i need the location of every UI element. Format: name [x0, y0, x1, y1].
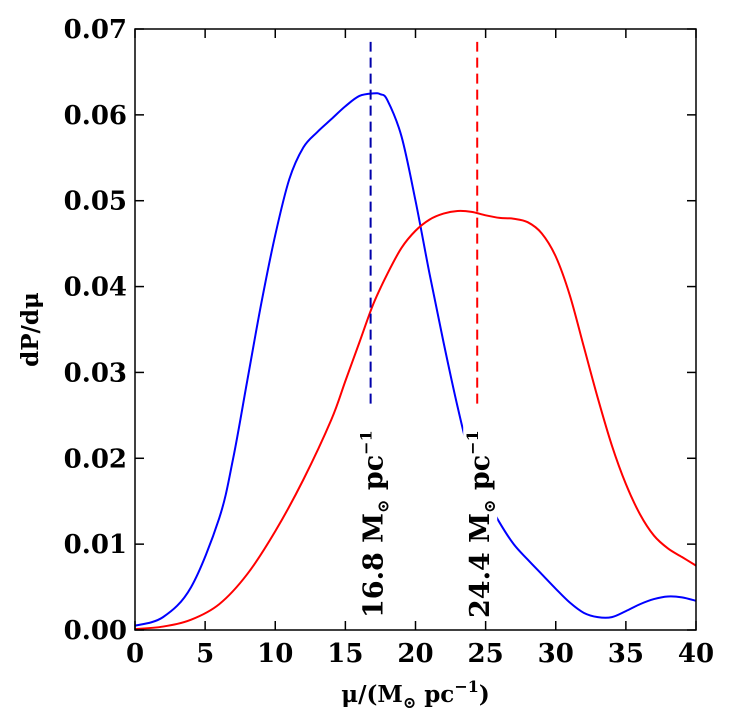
x-tick-label: 35 — [608, 639, 644, 669]
median-label-part: pc — [465, 455, 496, 500]
annotation-layer: 16.8 M⊙ pc−124.4 M⊙ pc−1 — [356, 41, 499, 622]
x-axis-label-base: μ/(M — [341, 681, 403, 708]
x-tick-label: 40 — [678, 639, 714, 669]
ticks-layer — [134, 28, 697, 631]
median-label-1: 16.8 M⊙ pc−1 — [356, 404, 393, 622]
median-label-part: 16.8 — [359, 552, 390, 618]
y-tick-label: 0.01 — [64, 530, 127, 560]
y-tick-label: 0.07 — [64, 15, 127, 45]
x-tick-label: 10 — [257, 639, 293, 669]
plot-frame — [134, 28, 697, 631]
y-tick-label: 0.03 — [64, 358, 127, 388]
y-tick-label: 0.00 — [64, 616, 127, 646]
x-tick-label: 0 — [126, 639, 144, 669]
x-tick-label: 30 — [538, 639, 574, 669]
y-tick-label: 0.04 — [64, 273, 127, 303]
median-label-part: pc — [359, 455, 390, 500]
x-tick-label: 15 — [327, 639, 363, 669]
median-label-bg — [463, 404, 498, 622]
x-axis-label-end: ) — [479, 681, 490, 708]
median-label-part: −1 — [463, 430, 482, 455]
series-line-red — [134, 209, 697, 631]
median-label-text: 24.4 M⊙ pc−1 — [463, 430, 499, 618]
median-label-bg — [356, 404, 391, 622]
x-tick-label: 25 — [468, 639, 504, 669]
x-axis-label: μ/(M⊙ pc−1) — [341, 677, 490, 712]
x-tick-label: 5 — [196, 639, 214, 669]
median-label-2: 24.4 M⊙ pc−1 — [463, 404, 499, 622]
x-axis-label-sup: −1 — [454, 677, 479, 696]
x-axis-label-mid: pc — [416, 681, 454, 708]
median-label-part: −1 — [357, 430, 376, 455]
x-tick-label: 20 — [397, 639, 433, 669]
y-tick-label: 0.06 — [64, 101, 127, 131]
tick-labels-layer: 0 5 10 15 20 25 30 35 40 0.00 0.01 0.02 0.03 0.04 0.05… — [64, 15, 714, 669]
y-tick-label: 0.05 — [64, 187, 127, 217]
median-label-part: ⊙ — [374, 500, 393, 513]
series-layer — [134, 92, 697, 631]
median-label-part: ⊙ — [480, 500, 499, 513]
median-label-part: 24.4 — [465, 552, 496, 618]
median-label-part: M — [359, 513, 390, 552]
y-axis-label: dP/dμ — [17, 292, 44, 367]
median-label-part: M — [465, 513, 496, 552]
x-axis-label-sub: ⊙ — [403, 693, 416, 712]
median-label-text: 16.8 M⊙ pc−1 — [357, 430, 393, 618]
series-line-blue — [134, 92, 697, 627]
y-tick-label: 0.02 — [64, 444, 127, 474]
